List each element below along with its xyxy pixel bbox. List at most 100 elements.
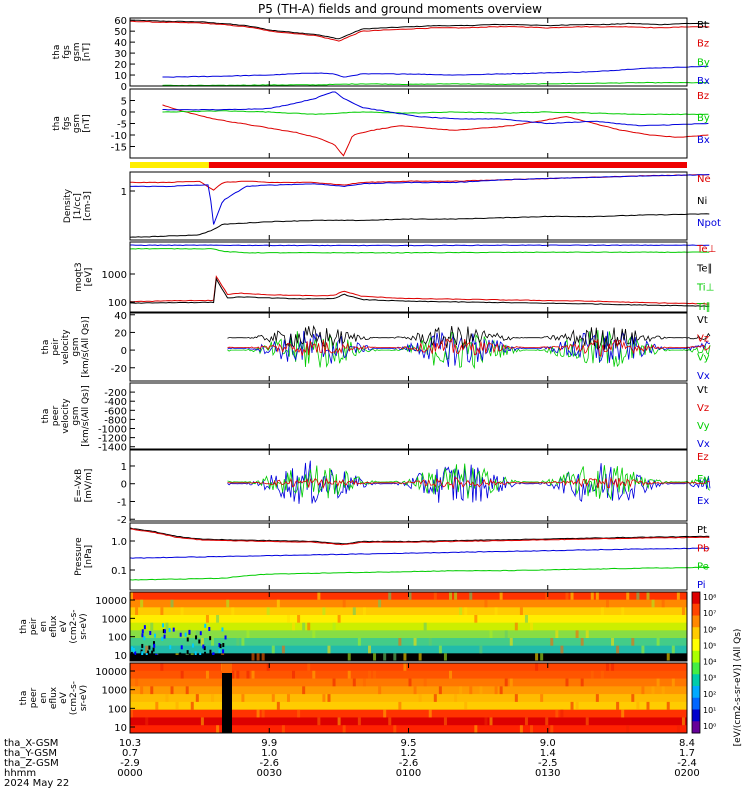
series-line [130, 244, 710, 247]
y-tick-label: 1.0 [111, 537, 127, 548]
spectrogram-cell [140, 599, 144, 608]
spectrogram-cell [565, 592, 569, 600]
spectrogram-cell [342, 725, 346, 733]
spectrogram-cell [454, 592, 458, 600]
spectrogram-cell [641, 686, 645, 695]
panel-frame [129, 88, 688, 159]
spectrogram-cell [307, 663, 311, 671]
spectrogram-cell [161, 636, 164, 641]
spectrogram-cell [170, 599, 174, 608]
spectrogram-cell [676, 592, 680, 600]
spectrogram-cell [681, 717, 685, 726]
y-tick-label: 60 [114, 16, 127, 27]
x-tick-label: 9.5 [401, 738, 417, 749]
spectrogram-cell [367, 670, 371, 679]
y-tick-label: -200 [104, 388, 127, 399]
spectrogram-cell [509, 678, 513, 687]
spectrogram-cell [209, 636, 212, 641]
spectrogram-cell [204, 623, 207, 628]
legend-label: Pe [697, 562, 709, 573]
spectrogram-cell [143, 636, 146, 641]
spectrogram-cell [195, 630, 199, 638]
spectrogram-cell [200, 717, 204, 726]
y-axis-label: eflux [49, 686, 59, 709]
colorbar-segment [692, 697, 700, 710]
spectrogram-cell [676, 725, 680, 733]
x-axis-row-label: hhmm [4, 768, 36, 779]
spectrogram-cell [332, 678, 336, 687]
spectrogram-cell [186, 650, 189, 655]
y-axis-label: gsm [71, 337, 81, 356]
spectrogram-cell [535, 653, 539, 661]
series-line [129, 528, 710, 546]
colorbar-segment [692, 721, 700, 734]
legend-label: By [697, 57, 710, 68]
legend-label: Ey [697, 474, 709, 485]
legend-label: Vy [697, 421, 710, 432]
y-axis-label: sr-eV) [79, 613, 89, 639]
y-tick-label: -2 [117, 515, 127, 526]
x-tick-label: 10.3 [119, 738, 141, 749]
spectrogram-cell [211, 694, 215, 702]
series-line [227, 325, 711, 350]
y-tick-label: 5 [121, 97, 127, 108]
spectrogram-cell [423, 622, 427, 631]
spectrogram-cell [141, 643, 144, 648]
spectrogram-cell [580, 678, 584, 687]
spectrogram-cell [218, 643, 221, 648]
spectrogram-cell [163, 629, 166, 634]
x-tick-label: -2.6 [399, 758, 419, 769]
spectrogram-cell [153, 633, 156, 638]
spectrogram-cell [352, 607, 356, 615]
panel-5: tha peir velocity gsm [km/s(All Qs)] -20 0 20 40… [41, 311, 711, 382]
spectrogram-cell [443, 717, 447, 726]
y-axis-label: tha [41, 340, 51, 355]
spectrogram-cell [130, 592, 133, 600]
spectrogram-cell [195, 635, 198, 640]
spectrogram-cell [200, 638, 204, 646]
colorbar-tick-label: 10⁴ [703, 658, 716, 667]
y-tick-label: 0 [121, 108, 127, 119]
legend-label: Ti⊥ [696, 283, 714, 294]
series-line [129, 20, 710, 42]
y-tick-label: -400 [104, 397, 127, 408]
x-tick-label: 0000 [117, 768, 142, 779]
spectrogram-cell [218, 649, 221, 654]
spectrogram-cell [403, 663, 407, 671]
y-axis-label: velocity [61, 398, 71, 434]
spectrogram-band [130, 709, 687, 718]
legend-label: Pt [697, 525, 707, 536]
colorbar-tick-label: 10² [703, 690, 716, 699]
series-line [129, 547, 710, 559]
mode-bar-red [208, 162, 688, 168]
spectrogram-cell [393, 725, 397, 733]
y-axis-label: velocity [61, 329, 71, 365]
legend-label: Bx [697, 135, 710, 146]
y-axis-label: gsm [72, 42, 82, 61]
spectrogram-band [130, 599, 687, 608]
spectrogram-cell [590, 670, 594, 679]
spectrogram-cell [535, 663, 539, 671]
spectrogram-cell [646, 701, 650, 710]
spectrogram-cell [509, 638, 513, 646]
y-axis-label: fgs [62, 45, 72, 59]
spectrogram-cell [494, 607, 498, 615]
spectrogram-cell [352, 678, 356, 687]
spectrogram-cell [580, 638, 584, 646]
spectrogram-cell [671, 678, 675, 687]
y-tick-label: -1000 [98, 425, 127, 436]
spectrogram-cell [666, 653, 670, 661]
legend-label: Bx [697, 76, 710, 87]
spectrogram-cell [198, 639, 201, 644]
x-axis-row-label: tha_X-GSM [4, 738, 58, 749]
y-tick-label: 10000 [95, 596, 127, 607]
spectrogram-cell [276, 599, 280, 608]
y-axis-label: tha [19, 619, 29, 634]
y-axis-label: en [39, 621, 49, 632]
x-tick-label: 0.7 [122, 748, 138, 759]
spectrogram-cell [408, 678, 412, 687]
spectrogram-cell [388, 592, 392, 600]
spectrogram-cell [226, 599, 230, 608]
colorbar-tick-label: 10⁰ [703, 722, 716, 731]
